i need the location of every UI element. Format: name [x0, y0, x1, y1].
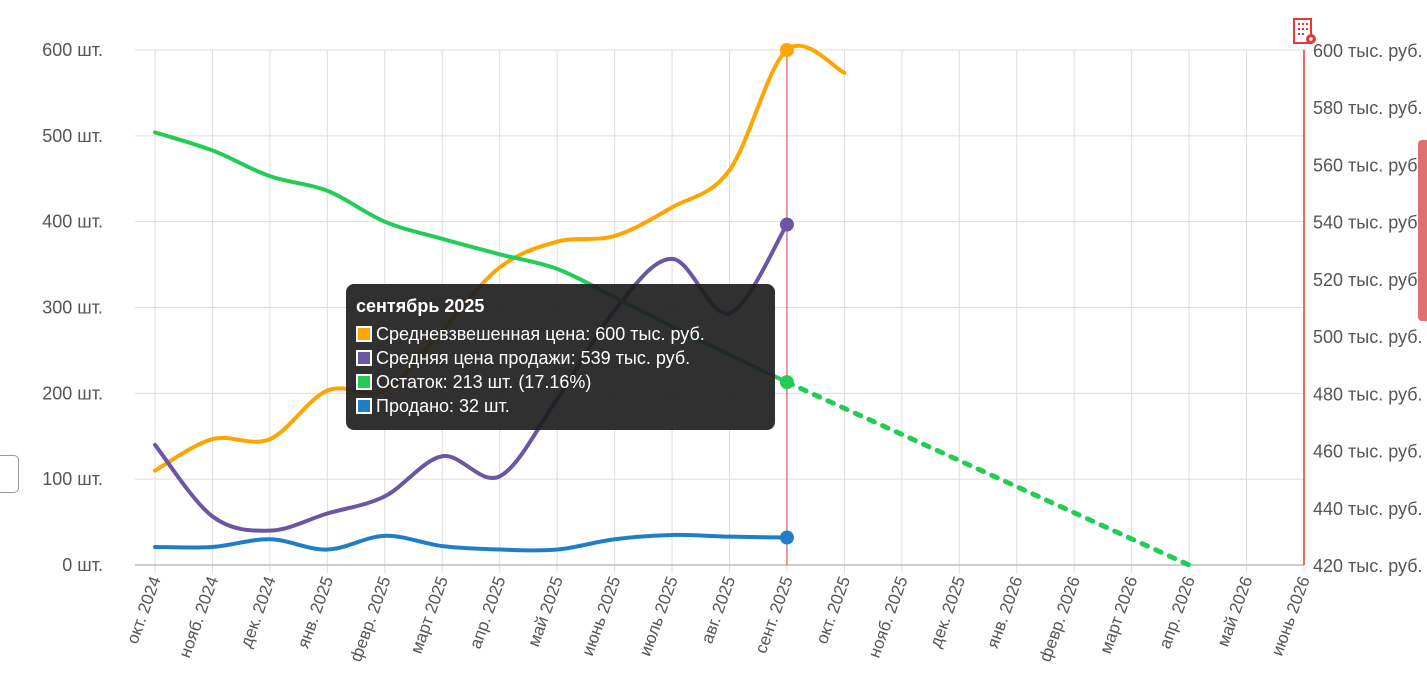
- x-axis-tick: июль 2025: [635, 574, 681, 659]
- x-axis-tick: окт. 2025: [812, 574, 854, 647]
- tooltip-row-text: Продано: 32 шт.: [376, 395, 510, 416]
- x-axis-tick: авг. 2025: [698, 574, 740, 646]
- right-axis-tick: 520 тыс. руб.: [1313, 270, 1423, 290]
- x-axis-tick: нояб. 2024: [175, 574, 222, 660]
- right-axis-tick: 420 тыс. руб.: [1313, 556, 1423, 576]
- x-axis-tick: июнь 2025: [578, 574, 624, 659]
- swatch: [356, 398, 372, 414]
- tooltip-row: Средневзвешенная цена: 600 тыс. руб.: [356, 322, 765, 346]
- left-axis-tick: 0 шт.: [62, 555, 103, 575]
- x-axis-tick: март 2025: [407, 574, 452, 656]
- x-axis-tick: февр. 2025: [346, 574, 394, 664]
- right-axis-tick: 560 тыс. руб.: [1313, 155, 1423, 175]
- x-axis-tick: апр. 2026: [1155, 574, 1199, 651]
- tooltip-row-text: Средняя цена продажи: 539 тыс. руб.: [376, 347, 691, 368]
- right-axis-tick: 600 тыс. руб.: [1313, 41, 1423, 61]
- x-axis-tick: окт. 2024: [123, 574, 165, 647]
- tooltip-row: Остаток: 213 шт. (17.16%): [356, 370, 765, 394]
- x-axis-tick: нояб. 2025: [865, 574, 912, 660]
- right-axis-tick: 500 тыс. руб.: [1313, 327, 1423, 347]
- right-axis-tick: 540 тыс. руб.: [1313, 213, 1423, 233]
- x-axis-tick: янв. 2025: [294, 574, 337, 651]
- right-axis-tick: 480 тыс. руб.: [1313, 384, 1423, 404]
- highlight-point: [779, 530, 794, 545]
- left-axis-tick: 100 шт.: [42, 469, 103, 489]
- series-line-Средневзвешенная-цена: [153, 43, 847, 473]
- x-axis-tick: дек. 2025: [926, 574, 969, 650]
- legend-toggle-button[interactable]: [0, 455, 19, 493]
- tooltip: сентябрь 2025 Средневзвешенная цена: 600…: [346, 284, 775, 430]
- swatch: [356, 374, 372, 390]
- right-axis-tick: 440 тыс. руб.: [1313, 499, 1423, 519]
- x-axis-tick: сент. 2025: [751, 574, 796, 656]
- x-axis-tick: май 2025: [524, 574, 567, 649]
- swatch: [356, 350, 372, 366]
- left-axis-tick: 300 шт.: [42, 298, 103, 318]
- x-axis-tick: февр. 2026: [1036, 574, 1084, 664]
- series-line-Остаток-(прогноз): [784, 379, 1192, 568]
- left-axis-tick: 400 шт.: [42, 212, 103, 232]
- swatch: [356, 326, 372, 342]
- left-axis-tick: 500 шт.: [42, 126, 103, 146]
- x-axis-tick: май 2026: [1213, 574, 1256, 649]
- tooltip-row-text: Остаток: 213 шт. (17.16%): [376, 371, 592, 392]
- series-line-Средняя-цена-продажи: [153, 222, 789, 533]
- series-line-Продано: [153, 532, 789, 553]
- left-axis-tick: 600 шт.: [42, 40, 103, 60]
- highlight-point: [779, 217, 794, 232]
- scrollbar[interactable]: [1418, 140, 1427, 321]
- tooltip-title: сентябрь 2025: [356, 296, 485, 316]
- highlight-point: [779, 43, 794, 57]
- building-settings-icon[interactable]: [1293, 18, 1317, 46]
- right-axis-tick: 460 тыс. руб.: [1313, 442, 1423, 462]
- x-axis-tick: апр. 2025: [466, 574, 510, 651]
- x-axis-tick: дек. 2024: [236, 574, 279, 650]
- tooltip-row: Продано: 32 шт.: [356, 394, 765, 418]
- x-axis-tick: март 2026: [1096, 574, 1141, 656]
- tooltip-row-text: Средневзвешенная цена: 600 тыс. руб.: [376, 323, 705, 344]
- tooltip-row: Средняя цена продажи: 539 тыс. руб.: [356, 346, 765, 370]
- right-axis-tick: 580 тыс. руб.: [1313, 98, 1423, 118]
- x-axis-tick: янв. 2026: [983, 574, 1026, 651]
- left-axis-tick: 200 шт.: [42, 383, 103, 403]
- x-axis-tick: июнь 2026: [1268, 574, 1314, 659]
